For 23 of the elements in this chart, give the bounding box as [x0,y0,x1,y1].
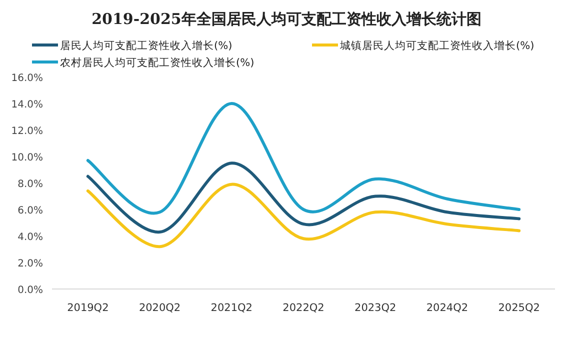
y-tick-label: 16.0% [11,73,43,84]
x-tick-label: 2019Q2 [67,302,109,314]
legend-label: 城镇居民人均可支配工资性收入增长(%) [339,39,534,52]
chart-title: 2019-2025年全国居民人均可支配工资性收入增长统计图 [92,10,482,28]
y-tick-label: 14.0% [11,100,43,110]
x-tick-label: 2022Q2 [282,302,324,314]
x-tick-label: 2024Q2 [426,302,468,314]
line-series [86,182,521,248]
line-series [86,162,521,234]
y-tick-label: 6.0% [18,206,43,216]
x-tick-label: 2020Q2 [138,302,181,314]
y-tick-label: 2.0% [18,258,43,270]
x-tick-label: 2023Q2 [354,302,396,314]
y-tick-label: 8.0% [18,179,43,190]
legend-label: 居民人均可支配工资性收入增长(%) [60,39,232,52]
x-tick-label: 2025Q2 [498,302,540,314]
legend-label: 农村居民人均可支配工资性收入增长(%) [60,56,254,69]
x-tick-label: 2021Q2 [210,302,252,314]
y-tick-label: 4.0% [18,232,43,243]
y-tick-label: 12.0% [11,126,43,137]
y-tick-label: 10.0% [11,152,43,164]
y-tick-label: 0.0% [18,285,43,296]
line-series [86,102,521,215]
